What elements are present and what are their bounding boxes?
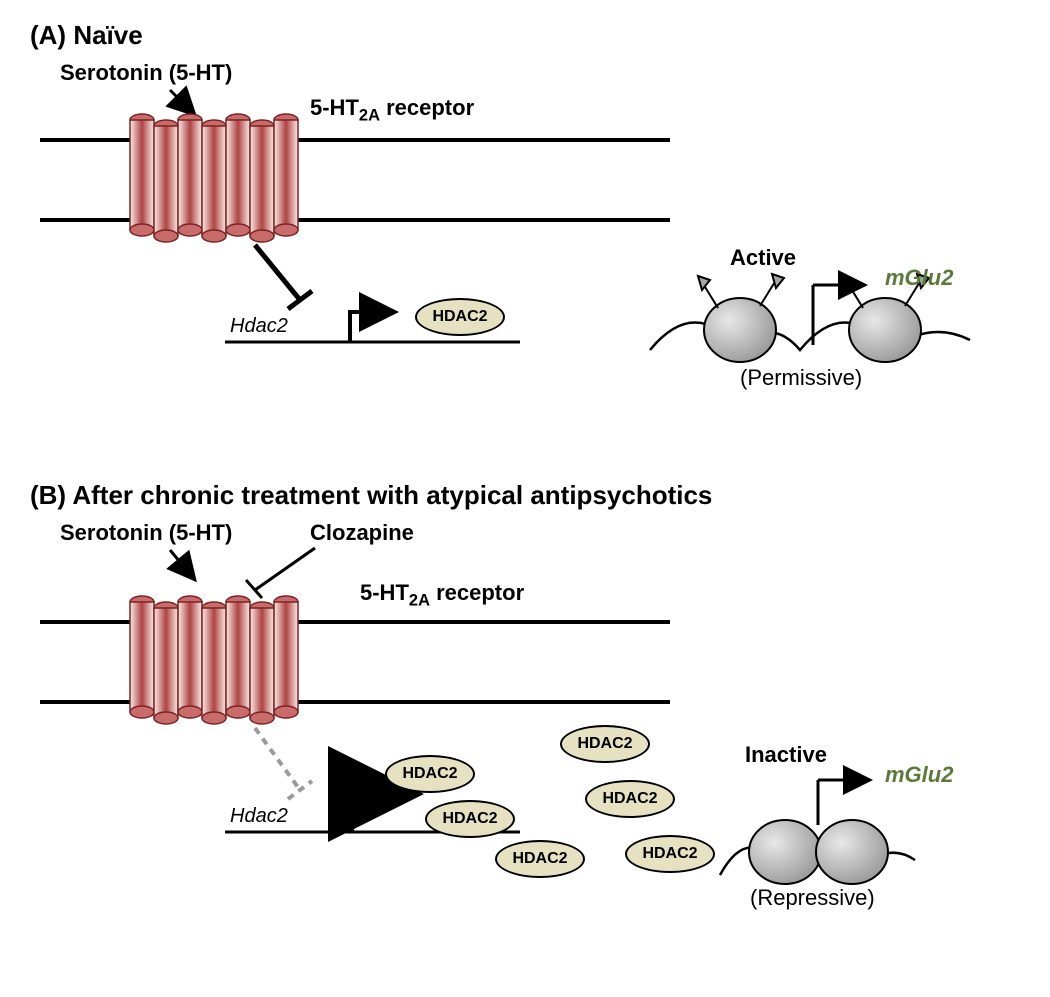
promoter-arrow-b xyxy=(350,794,408,832)
panel-a: (A) Naïve Serotonin (5-HT) 5-HT2A recept… xyxy=(30,20,1020,420)
serotonin-arrow-b xyxy=(170,550,195,580)
dashed-inhibitory-cap-b xyxy=(288,781,312,799)
inhibitory-line-a xyxy=(255,245,300,300)
receptor-barrels-a xyxy=(130,114,298,242)
target-gene-b: mGlu2 xyxy=(885,762,953,788)
active-label-a: Active xyxy=(730,245,796,271)
inactive-label-b: Inactive xyxy=(745,742,827,768)
hdac-protein-b-2: HDAC2 xyxy=(425,800,515,838)
target-gene-a: mGlu2 xyxy=(885,265,953,291)
hdac-protein-b-5: HDAC2 xyxy=(585,780,675,818)
panel-a-svg xyxy=(30,20,1030,420)
hdac-protein-b-3: HDAC2 xyxy=(495,840,585,878)
hdac-protein-b-4: HDAC2 xyxy=(560,725,650,763)
dashed-inhibitory-line-b xyxy=(255,728,300,790)
repressive-chromatin xyxy=(720,780,915,884)
hdac-gene-label-a: Hdac2 xyxy=(230,315,288,338)
chromatin-state-b: (Repressive) xyxy=(750,885,875,911)
hdac-protein-b-6: HDAC2 xyxy=(625,835,715,873)
hdac-protein-b-1: HDAC2 xyxy=(385,755,475,793)
hdac-gene-label-b: Hdac2 xyxy=(230,805,288,828)
promoter-arrow-a xyxy=(350,312,395,342)
panel-b: (B) After chronic treatment with atypica… xyxy=(30,480,1020,920)
chromatin-state-a: (Permissive) xyxy=(740,365,862,391)
inhibitory-cap-a xyxy=(288,291,312,309)
serotonin-arrow-a xyxy=(170,90,195,115)
receptor-barrels-b xyxy=(130,596,298,724)
clozapine-line-b xyxy=(255,548,315,590)
clozapine-cap-b xyxy=(246,580,262,598)
hdac-protein-a: HDAC2 xyxy=(415,298,505,336)
